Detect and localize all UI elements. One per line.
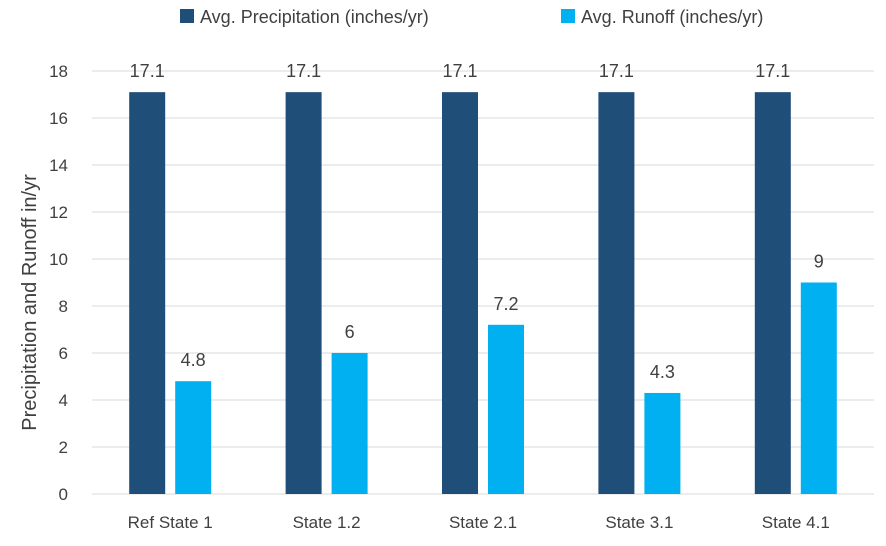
x-category-label: Ref State 1	[128, 513, 213, 532]
bar-precipitation	[442, 92, 478, 495]
bar-runoff	[175, 381, 212, 494]
bar-precipitation	[754, 92, 791, 495]
x-category-label: State 3.1	[605, 513, 673, 532]
y-tick-label: 14	[49, 156, 68, 175]
y-tick-label: 0	[59, 485, 68, 504]
legend-swatch	[180, 9, 194, 23]
y-tick-label: 18	[49, 62, 68, 81]
data-label: 17.1	[755, 61, 790, 81]
data-label: 6	[345, 322, 355, 342]
bar-runoff	[331, 353, 368, 494]
bar-precipitation	[285, 92, 322, 495]
bar-precipitation	[129, 92, 166, 495]
data-label: 17.1	[442, 61, 477, 81]
x-category-label: State 2.1	[449, 513, 517, 532]
data-label: 17.1	[599, 61, 634, 81]
x-axis-labels: Ref State 1 State 1.2 State 2.1 State 3.1 St…	[128, 513, 830, 532]
bar-runoff	[488, 324, 524, 494]
y-tick-label: 4	[59, 391, 68, 410]
y-tick-label: 10	[49, 250, 68, 269]
x-category-label: State 4.1	[762, 513, 830, 532]
y-axis-ticks: 0 2 4 6 8 10 12 14 16 18	[49, 62, 68, 504]
legend-label: Avg. Precipitation (inches/yr)	[200, 7, 429, 27]
y-tick-label: 6	[59, 344, 68, 363]
legend-swatch	[561, 9, 575, 23]
y-axis-title: Precipitation and Runoff in/yr	[19, 174, 41, 431]
y-tick-label: 2	[59, 438, 68, 457]
bar-precipitation	[598, 92, 635, 495]
data-label: 4.8	[181, 350, 206, 370]
legend: Avg. Precipitation (inches/yr) Avg. Runof…	[180, 7, 763, 27]
x-category-label: State 1.2	[293, 513, 361, 532]
data-label: 7.2	[493, 294, 518, 314]
bars	[129, 92, 837, 495]
legend-label: Avg. Runoff (inches/yr)	[581, 7, 763, 27]
data-label: 17.1	[130, 61, 165, 81]
data-labels: 17.1 4.8 17.1 6 17.1 7.2 17.1 4.3 17.1 9	[130, 61, 824, 382]
gridlines	[92, 70, 874, 495]
y-tick-label: 12	[49, 203, 68, 222]
data-label: 9	[814, 252, 824, 272]
y-tick-label: 8	[59, 297, 68, 316]
y-tick-label: 16	[49, 109, 68, 128]
bar-runoff	[644, 392, 681, 494]
data-label: 17.1	[286, 61, 321, 81]
bar-runoff	[800, 282, 837, 494]
data-label: 4.3	[650, 362, 675, 382]
